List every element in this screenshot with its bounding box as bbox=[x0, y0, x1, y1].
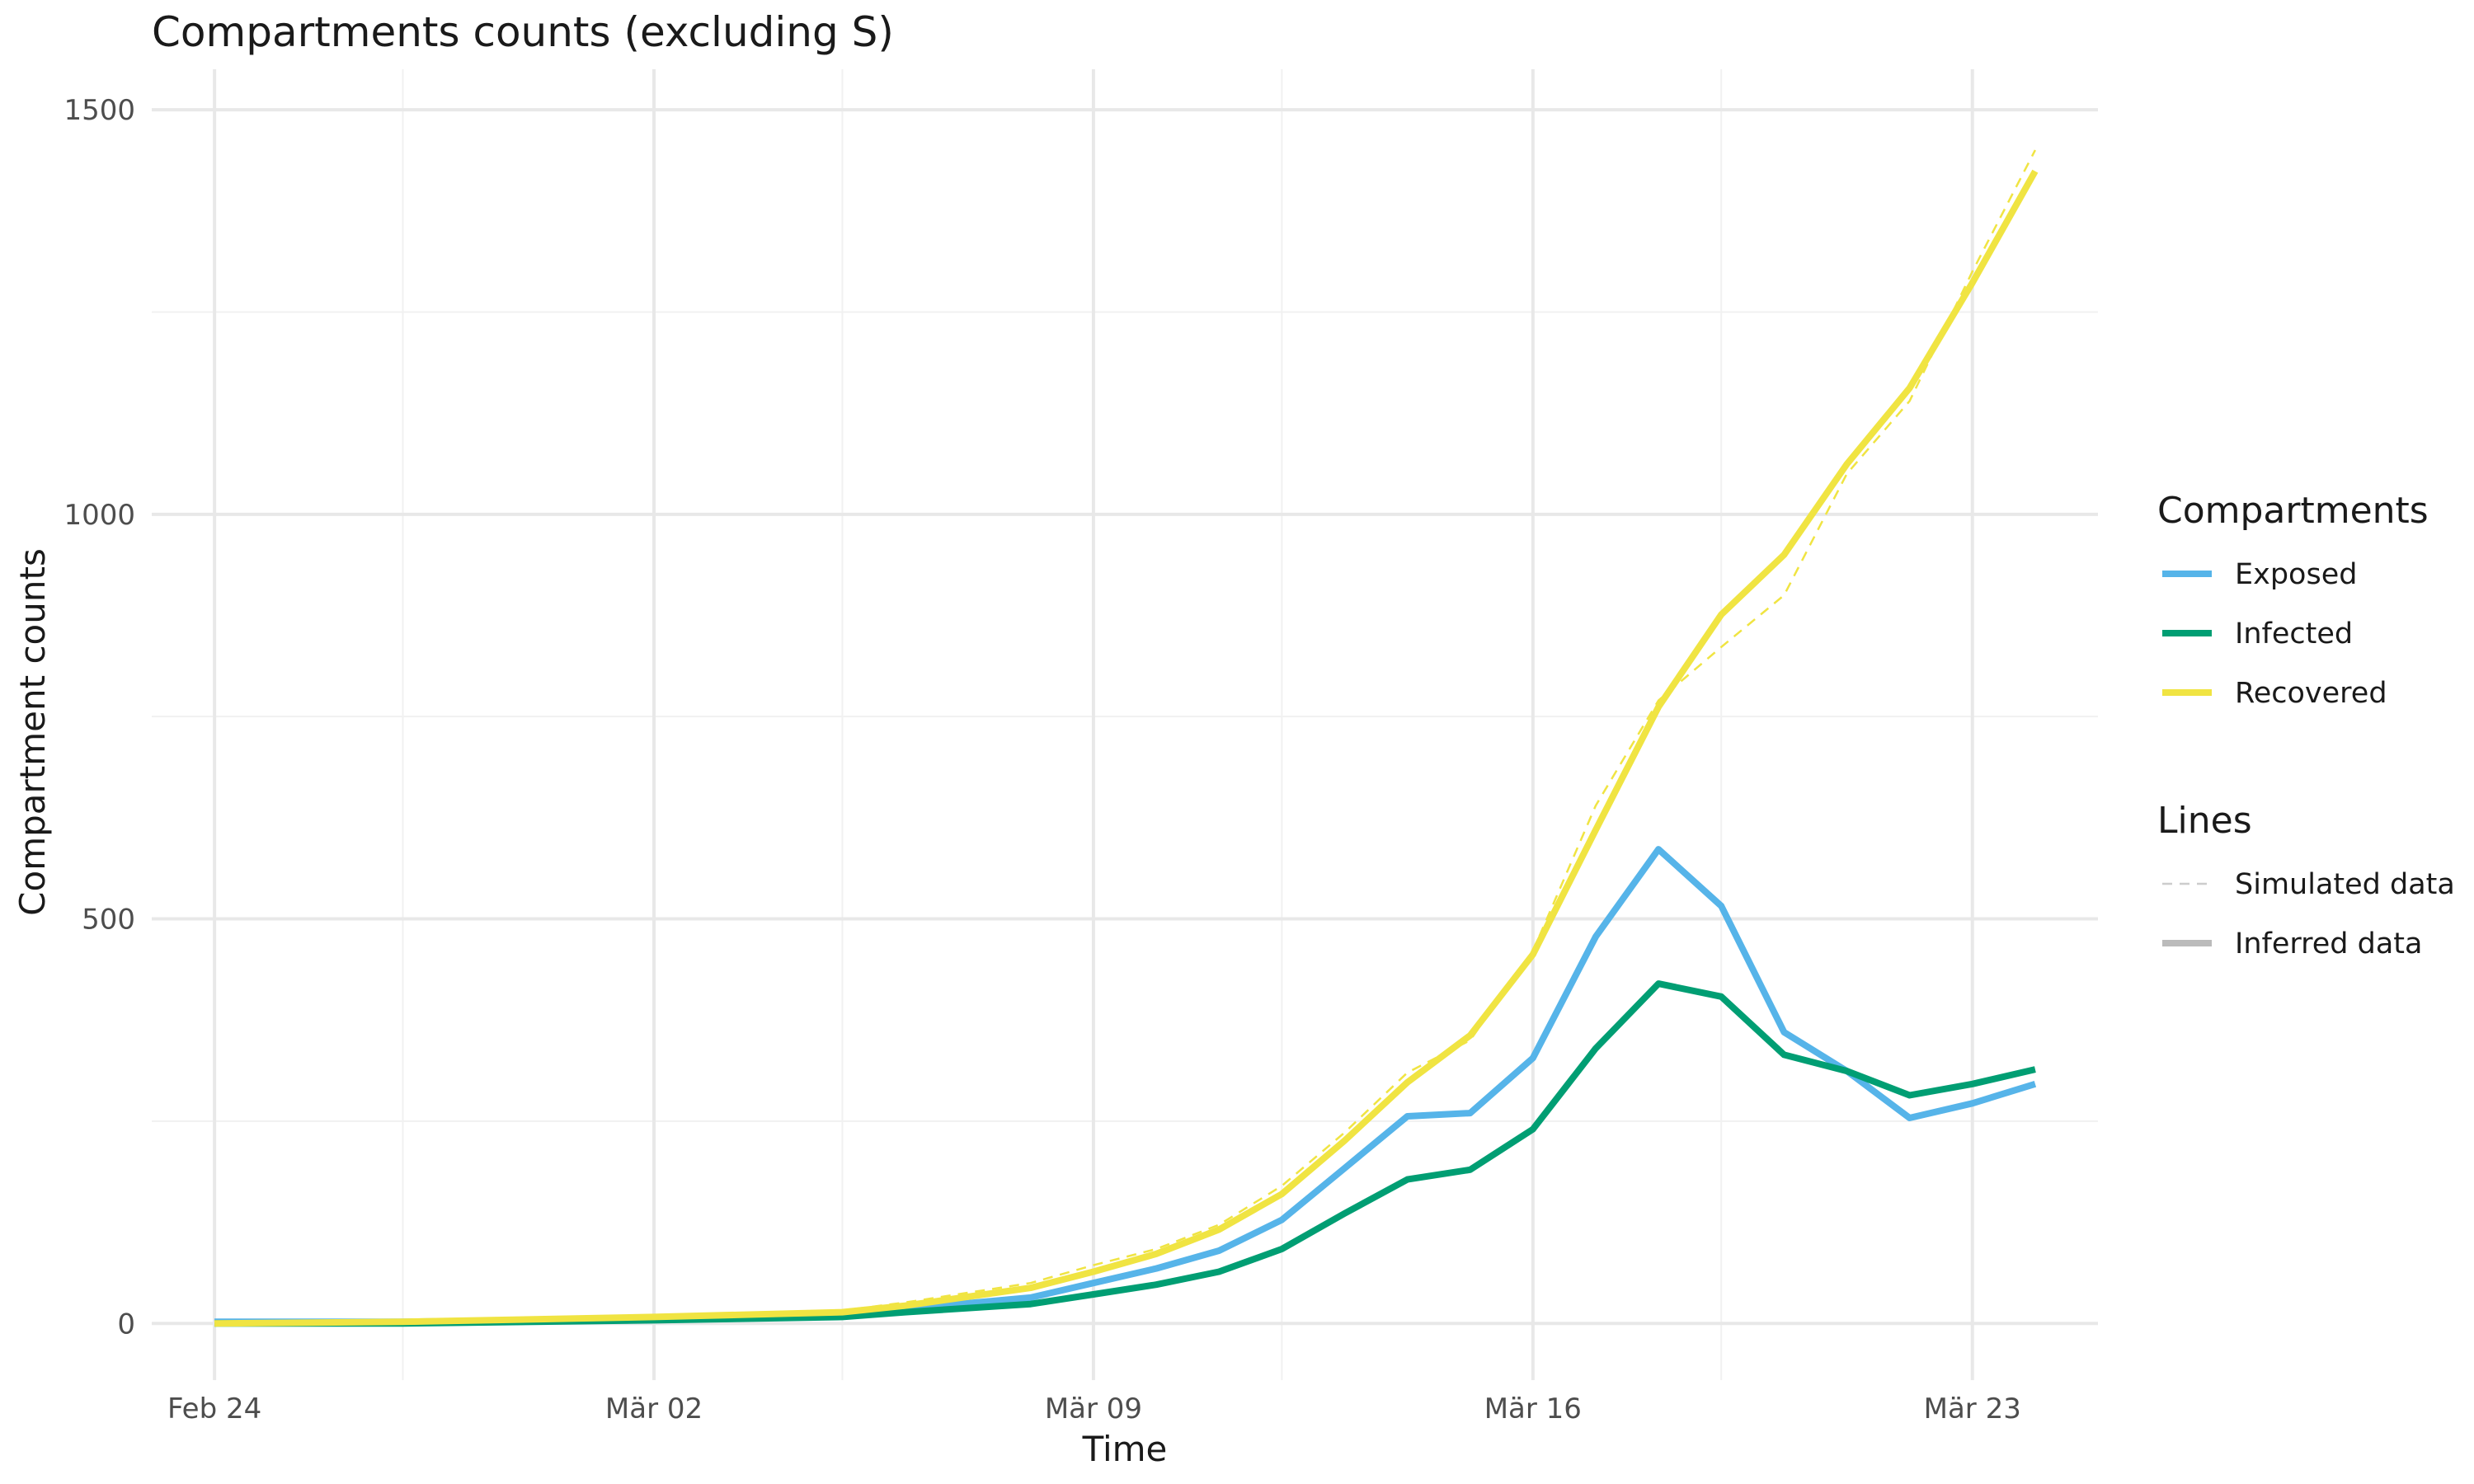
x-tick-label: Mär 16 bbox=[1484, 1392, 1582, 1425]
legend-label: Inferred data bbox=[2235, 928, 2422, 960]
y-tick-label: 1500 bbox=[63, 94, 135, 127]
legend: Compartments Exposed Infected Recovered Line… bbox=[2157, 490, 2455, 960]
x-tick-label: Feb 24 bbox=[167, 1392, 261, 1425]
y-axis-title: Compartment counts bbox=[12, 548, 53, 916]
y-tick-label: 500 bbox=[82, 904, 135, 937]
series-group bbox=[214, 149, 2039, 1327]
legend-label: Exposed bbox=[2235, 558, 2357, 591]
series-recovered-inferred bbox=[214, 169, 2039, 1327]
series-infected-inferred bbox=[214, 980, 2036, 1327]
x-tick-label: Mär 23 bbox=[1924, 1392, 2021, 1425]
x-tick-label: Mär 02 bbox=[605, 1392, 703, 1425]
tick-labels: 0 500 1000 1500 Feb 24 Mär 02 Mär 09 Mär 16 Mär … bbox=[63, 94, 2020, 1425]
y-tick-label: 0 bbox=[117, 1308, 135, 1341]
legend-label: Simulated data bbox=[2235, 868, 2455, 901]
chart-title: Compartments counts (excluding S) bbox=[152, 8, 894, 56]
grid bbox=[152, 69, 2098, 1380]
x-axis-title: Time bbox=[1082, 1429, 1168, 1469]
y-tick-label: 1000 bbox=[63, 499, 135, 532]
x-tick-label: Mär 09 bbox=[1045, 1392, 1142, 1425]
legend-label: Recovered bbox=[2235, 677, 2387, 710]
legend-title: Compartments bbox=[2157, 490, 2429, 532]
legend-label: Infected bbox=[2235, 618, 2353, 650]
series-recovered-simulated bbox=[214, 149, 2037, 1323]
legend-title: Lines bbox=[2157, 800, 2252, 842]
